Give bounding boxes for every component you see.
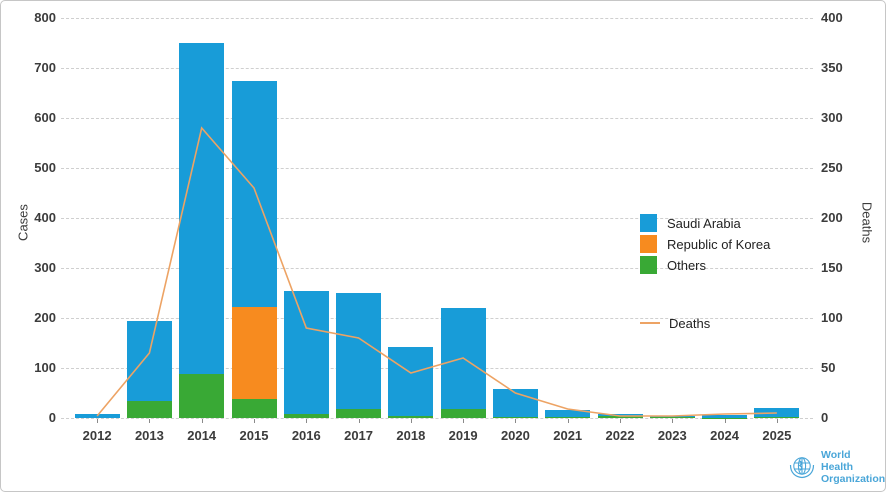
y-right-tick-label: 250: [821, 160, 843, 175]
bar-segment-others: [231, 399, 277, 418]
x-tick-mark: [97, 419, 99, 423]
bar-segment-others: [492, 417, 538, 418]
legend-label: Others: [667, 257, 707, 273]
legend-label: Saudi Arabia: [667, 215, 741, 231]
gridline: [61, 218, 813, 219]
x-tick-mark: [358, 419, 360, 423]
legend-swatch-republic-of-korea: [640, 235, 657, 253]
y-left-tick-label: 100: [34, 360, 56, 375]
x-tick-label-year: 2024: [710, 428, 740, 443]
bar-segment-saudi-arabia: [179, 43, 225, 374]
bar-segment-others: [388, 416, 434, 418]
y-left-tick-label: 200: [34, 310, 56, 325]
x-tick-mark: [515, 419, 517, 423]
x-tick-label-year: 2021: [553, 428, 583, 443]
x-tick-label-year: 2018: [396, 428, 426, 443]
bar-segment-others: [702, 417, 748, 418]
y-right-tick-label: 150: [821, 260, 843, 275]
y-left-tick-label: 600: [34, 110, 56, 125]
legend-swatch-others: [640, 256, 657, 274]
legend-swatch-saudi-arabia: [640, 214, 657, 232]
who-emblem-icon: [787, 452, 817, 482]
x-tick-mark: [254, 419, 255, 423]
bar-segment-saudi-arabia: [545, 409, 591, 417]
bar-segment-saudi-arabia: [388, 347, 434, 416]
deaths-line: [96, 126, 777, 417]
bar-segment-republic-of-korea: [231, 306, 277, 399]
gridline: [61, 18, 813, 19]
y-right-tick-label: 100: [821, 310, 843, 325]
y-left-tick-label: 0: [48, 410, 56, 425]
gridline: [61, 118, 813, 119]
gridline: [61, 268, 813, 269]
y-right-tick-label: 200: [821, 210, 843, 225]
x-tick-label-year: 2012: [82, 428, 112, 443]
x-tick-mark: [201, 419, 203, 423]
legend-label: Deaths: [669, 315, 711, 331]
x-tick-label-year: 2022: [605, 428, 635, 443]
bar-segment-others: [754, 417, 800, 418]
x-tick-label-year: 2014: [187, 428, 217, 443]
bar-segment-others: [126, 400, 172, 418]
legend-item-republic-of-korea: Republic of Korea: [640, 235, 770, 253]
y-right-tick-label: 350: [821, 60, 843, 75]
x-tick-mark: [567, 419, 569, 423]
bar-segment-saudi-arabia: [231, 80, 277, 307]
legend-item-others: Others: [640, 256, 770, 274]
x-tick-label-year: 2019: [448, 428, 478, 443]
bar-segment-others: [440, 409, 486, 418]
bar-segment-saudi-arabia: [336, 293, 382, 409]
x-tick-label-year: 2020: [500, 428, 530, 443]
x-tick-mark: [306, 419, 308, 423]
who-logo-line2: Organization: [821, 473, 886, 486]
x-tick-label-year: 2023: [657, 428, 687, 443]
x-tick-label-year: 2025: [762, 428, 792, 443]
x-tick-mark: [620, 419, 621, 423]
who-logo: World Health Organization: [787, 449, 885, 485]
gridline: [61, 368, 813, 369]
bar-segment-others: [283, 414, 329, 418]
gridline: [61, 68, 813, 69]
y-right-tick-label: 300: [821, 110, 843, 125]
y-left-tick-label: 500: [34, 160, 56, 175]
y-right-tick-label: 0: [821, 410, 829, 425]
legend-label: Republic of Korea: [667, 236, 771, 252]
x-tick-mark: [149, 419, 151, 423]
y-left-tick-label: 300: [34, 260, 56, 275]
bar-segment-others: [649, 417, 695, 418]
bar-segment-others: [336, 409, 382, 418]
who-logo-text: World Health Organization: [821, 449, 885, 485]
deaths-line-svg: [96, 126, 777, 417]
y-left-tick-label: 800: [34, 10, 56, 25]
legend-item-saudi-arabia: Saudi Arabia: [640, 214, 770, 232]
x-tick-label-year: 2015: [239, 428, 269, 443]
bar-segment-saudi-arabia: [702, 414, 748, 418]
y-left-tick-label: 700: [34, 60, 56, 75]
y-right-tick-label: 400: [821, 10, 843, 25]
x-tick-mark: [776, 419, 778, 423]
x-tick-label-year: 2013: [134, 428, 164, 443]
gridline: [61, 418, 813, 419]
bar-segment-saudi-arabia: [597, 414, 643, 416]
legend: Saudi Arabia Republic of Korea Others De…: [640, 214, 770, 331]
bar-segment-others: [545, 417, 591, 418]
bar-segment-others: [179, 374, 225, 418]
x-tick-label-year: 2016: [291, 428, 321, 443]
gridline: [61, 168, 813, 169]
x-tick-label-year: 2017: [344, 428, 374, 443]
legend-line-swatch-deaths: [640, 322, 660, 324]
legend-item-deaths: Deaths: [640, 315, 770, 331]
who-logo-line1: World Health: [821, 449, 854, 474]
x-tick-mark: [463, 419, 465, 423]
x-tick-mark: [410, 419, 412, 423]
x-tick-mark: [724, 419, 726, 423]
y-right-tick-label: 50: [821, 360, 836, 375]
y-left-tick-label: 400: [34, 210, 56, 225]
bar-segment-saudi-arabia: [126, 320, 172, 401]
gridline: [61, 318, 813, 319]
x-tick-mark: [672, 419, 674, 423]
bar-segment-saudi-arabia: [283, 290, 329, 414]
